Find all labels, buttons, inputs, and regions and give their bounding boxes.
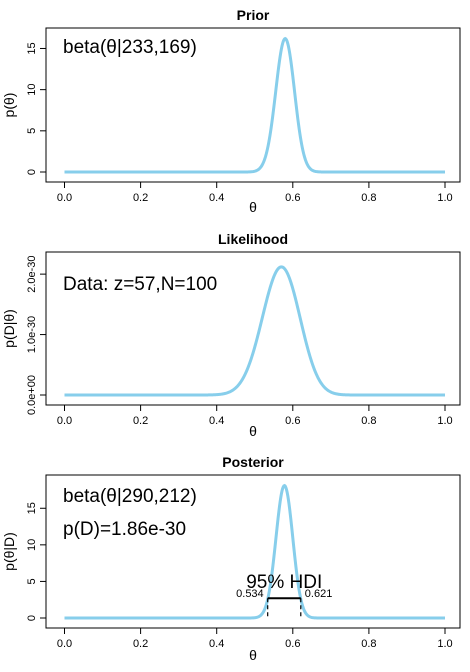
- density-curve: [64, 483, 445, 620]
- plot-frame: [45, 251, 461, 406]
- x-tick-label: 0.2: [133, 415, 148, 427]
- x-tick-label: 0.6: [285, 638, 300, 650]
- y-axis-label: p(θ|D): [1, 532, 17, 571]
- panel-annotation: beta(θ|233,169): [63, 37, 197, 58]
- x-axis-label: θ: [249, 199, 257, 215]
- x-tick-label: 0.0: [57, 192, 72, 204]
- panel-title: Likelihood: [218, 231, 288, 247]
- x-axis-label: θ: [249, 423, 257, 439]
- y-tick-label: 15: [26, 42, 38, 54]
- y-tick-label: 0: [26, 169, 38, 175]
- x-tick-label: 0.2: [133, 192, 148, 204]
- y-tick-label: 5: [26, 578, 38, 584]
- y-tick-label: 15: [26, 502, 38, 514]
- y-tick-label: 1.0e-30: [26, 316, 38, 353]
- x-tick-label: 0.0: [57, 415, 72, 427]
- panel-annotation: beta(θ|290,212): [63, 486, 197, 507]
- y-tick-label: 10: [26, 84, 38, 96]
- density-curve: [64, 265, 445, 397]
- x-tick-label: 0.6: [285, 415, 300, 427]
- hdi-low-value: 0.534: [236, 588, 264, 600]
- x-tick-label: 0.4: [209, 638, 224, 650]
- x-tick-label: 0.0: [57, 638, 72, 650]
- panel-title: Posterior: [222, 454, 284, 470]
- y-axis-label: p(D|θ): [1, 309, 17, 348]
- y-tick-label: 0: [26, 615, 38, 621]
- y-tick-label: 5: [26, 128, 38, 134]
- x-tick-label: 0.6: [285, 192, 300, 204]
- x-tick-label: 0.8: [361, 192, 376, 204]
- x-tick-label: 0.4: [209, 415, 224, 427]
- y-tick-label: 0.0e+00: [26, 375, 38, 415]
- x-tick-label: 0.8: [361, 638, 376, 650]
- x-tick-label: 0.8: [361, 415, 376, 427]
- x-tick-label: 1.0: [437, 638, 452, 650]
- plot-frame: [45, 474, 461, 629]
- x-tick-label: 1.0: [437, 192, 452, 204]
- panel-title: Prior: [237, 7, 270, 23]
- hdi-high-value: 0.621: [305, 588, 333, 600]
- panel-annotation: Data: z=57,N=100: [63, 274, 217, 295]
- y-tick-label: 10: [26, 539, 38, 551]
- y-tick-label: 2.0e-30: [26, 255, 38, 292]
- x-tick-label: 0.2: [133, 638, 148, 650]
- y-axis-label: p(θ): [1, 93, 17, 118]
- plot-frame: [45, 27, 461, 183]
- x-tick-label: 1.0: [437, 415, 452, 427]
- x-axis-label: θ: [249, 647, 257, 663]
- x-tick-label: 0.4: [209, 192, 224, 204]
- density-curve: [64, 36, 445, 174]
- hdi-label: 95% HDI: [246, 572, 322, 593]
- panel-annotation: p(D)=1.86e-30: [63, 519, 186, 540]
